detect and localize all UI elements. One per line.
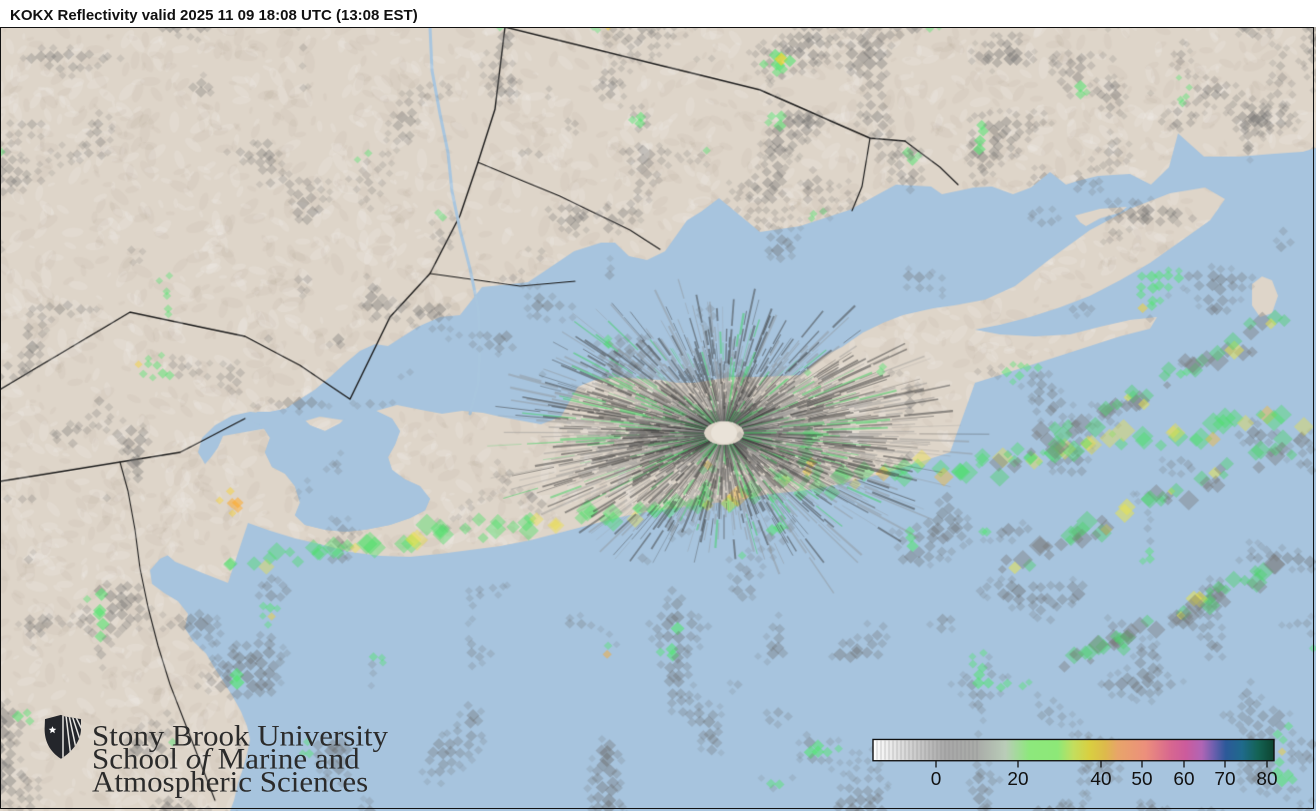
svg-text:50: 50: [1131, 768, 1152, 789]
svg-text:70: 70: [1214, 768, 1235, 789]
svg-text:40: 40: [1090, 768, 1111, 789]
svg-text:20: 20: [1007, 768, 1028, 789]
svg-text:0: 0: [931, 768, 942, 789]
svg-text:80: 80: [1256, 768, 1277, 789]
svg-text:60: 60: [1173, 768, 1194, 789]
svg-text:Atmospheric Sciences: Atmospheric Sciences: [92, 765, 368, 798]
